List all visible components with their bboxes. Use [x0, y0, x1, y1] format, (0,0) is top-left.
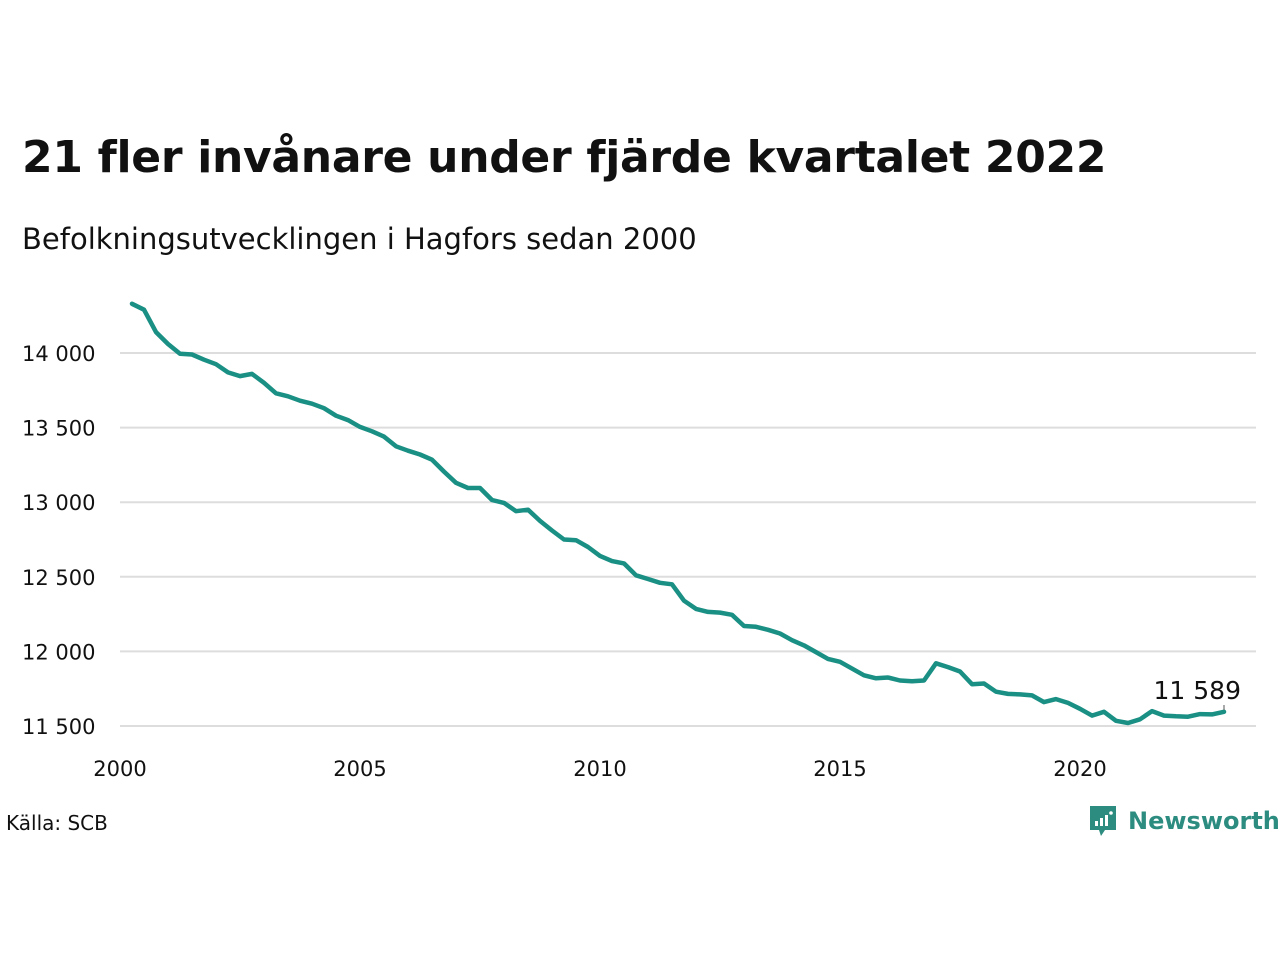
y-tick-label: 13 500	[22, 417, 95, 441]
brand-name: Newsworthy	[1128, 807, 1280, 835]
y-tick-label: 13 000	[22, 491, 95, 515]
annotations: 11 589	[1154, 676, 1241, 710]
y-tick-label: 12 500	[22, 566, 95, 590]
x-tick-label: 2010	[573, 757, 626, 781]
series-line-0	[129, 301, 1227, 726]
newsworthy-logo-icon	[1090, 806, 1116, 836]
y-axis: 11 500 12 000 12 500 13 000 13 500 14 000	[22, 342, 95, 739]
y-tick-label: 12 000	[22, 640, 95, 664]
brand-logo[interactable]: Newsworthy	[1088, 804, 1280, 838]
x-tick-label: 2015	[813, 757, 866, 781]
x-axis: 2000 2005 2010 2015 2020	[93, 757, 1106, 781]
series-lines	[129, 301, 1227, 726]
last-value-label: 11 589	[1154, 676, 1241, 705]
chart-subtitle: Befolkningsutvecklingen i Hagfors sedan …	[22, 222, 697, 256]
x-tick-label: 2005	[333, 757, 386, 781]
y-tick-label: 14 000	[22, 342, 95, 366]
x-tick-label: 2000	[93, 757, 146, 781]
chart-grid	[120, 352, 1256, 727]
y-tick-label: 11 500	[22, 715, 95, 739]
chart-title: 21 fler invånare under fjärde kvartalet …	[22, 132, 1107, 183]
source-label: Källa: SCB	[6, 811, 108, 835]
x-tick-label: 2020	[1053, 757, 1106, 781]
